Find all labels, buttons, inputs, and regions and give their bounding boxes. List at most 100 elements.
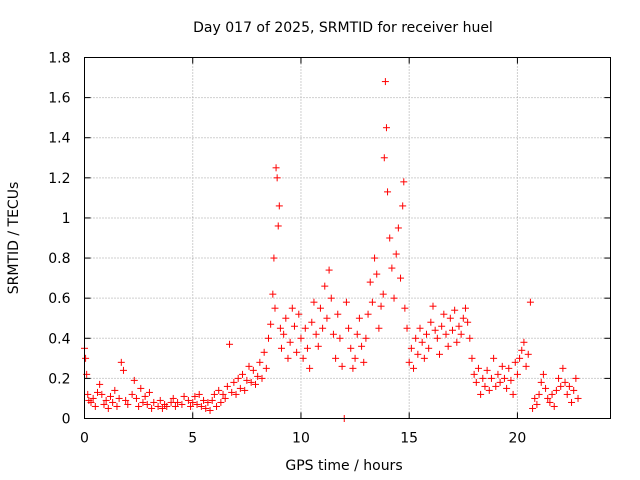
y-tick-label: 1.8 — [48, 51, 70, 67]
data-point — [236, 384, 244, 392]
data-point — [232, 390, 240, 398]
data-point — [323, 314, 331, 322]
data-point — [513, 370, 521, 378]
data-point — [448, 326, 456, 334]
data-point — [345, 324, 353, 332]
data-point — [400, 178, 408, 186]
data-point — [522, 362, 530, 370]
data-point — [282, 314, 290, 322]
data-point — [89, 394, 97, 402]
data-point — [373, 270, 381, 278]
data-point — [481, 382, 489, 390]
data-point — [96, 380, 104, 388]
data-point — [455, 322, 463, 330]
data-point — [321, 282, 329, 290]
data-point — [109, 398, 117, 406]
data-point — [351, 354, 359, 362]
data-point — [230, 378, 238, 386]
y-tick-label: 0.2 — [48, 371, 70, 387]
data-point — [139, 398, 147, 406]
y-tick-label: 0.8 — [48, 251, 70, 267]
data-point — [219, 390, 227, 398]
data-point — [546, 398, 554, 406]
data-point — [254, 372, 262, 380]
data-point — [137, 384, 145, 392]
data-point — [490, 354, 498, 362]
data-point — [507, 376, 515, 384]
data-point — [187, 402, 195, 410]
data-point — [503, 384, 511, 392]
data-point — [141, 392, 149, 400]
data-point — [260, 348, 268, 356]
data-point — [358, 342, 366, 350]
data-point — [256, 358, 264, 366]
data-point — [362, 334, 370, 342]
data-point — [520, 338, 528, 346]
data-point — [276, 324, 284, 332]
data-point — [381, 78, 389, 86]
data-point — [563, 390, 571, 398]
data-point — [457, 330, 465, 338]
data-point — [388, 264, 396, 272]
data-point — [100, 400, 108, 408]
axis-ticks: 0 0.2 0.4 0.6 0.8 1 1.2 1.4 1.6 1.8 0 5 10 15 20 — [48, 51, 611, 447]
data-point — [435, 350, 443, 358]
data-point — [327, 294, 335, 302]
data-point — [498, 362, 506, 370]
data-point — [466, 334, 474, 342]
data-point — [492, 382, 500, 390]
data-point — [312, 330, 320, 338]
data-point — [280, 330, 288, 338]
data-point — [416, 324, 424, 332]
data-point — [115, 394, 123, 402]
data-point — [243, 376, 251, 384]
data-point — [178, 400, 186, 408]
data-point — [87, 398, 95, 406]
data-point — [111, 386, 119, 394]
data-point — [180, 392, 188, 400]
data-point — [483, 366, 491, 374]
data-point — [336, 334, 344, 342]
data-point — [392, 250, 400, 258]
data-point — [353, 330, 361, 338]
data-point — [429, 302, 437, 310]
data-point — [444, 342, 452, 350]
data-point — [494, 370, 502, 378]
data-point — [132, 394, 140, 402]
x-axis-label: GPS time / hours — [285, 458, 402, 474]
data-point — [472, 378, 480, 386]
data-point — [423, 330, 431, 338]
y-tick-label: 1 — [62, 211, 71, 227]
x-tick-label: 5 — [188, 431, 197, 447]
data-point — [264, 334, 272, 342]
data-point — [446, 314, 454, 322]
data-point — [143, 400, 151, 408]
data-point — [570, 386, 578, 394]
data-point — [154, 402, 162, 410]
data-point — [206, 406, 214, 414]
data-point — [314, 342, 322, 350]
data-point — [384, 188, 392, 196]
data-point — [295, 310, 303, 318]
data-point — [274, 222, 282, 230]
data-point — [204, 398, 212, 406]
data-point — [150, 398, 158, 406]
data-point — [427, 318, 435, 326]
data-point — [215, 386, 223, 394]
y-tick-label: 1.4 — [48, 131, 70, 147]
data-point — [308, 318, 316, 326]
data-point — [119, 366, 127, 374]
data-point — [221, 394, 229, 402]
data-point — [122, 396, 130, 404]
data-point — [511, 358, 519, 366]
data-point — [197, 402, 205, 410]
data-point — [247, 378, 255, 386]
data-point — [135, 402, 143, 410]
data-point — [332, 354, 340, 362]
data-point — [526, 298, 534, 306]
data-point — [565, 382, 573, 390]
data-point — [459, 314, 467, 322]
data-point — [477, 390, 485, 398]
data-point — [360, 358, 368, 366]
data-point — [544, 394, 552, 402]
